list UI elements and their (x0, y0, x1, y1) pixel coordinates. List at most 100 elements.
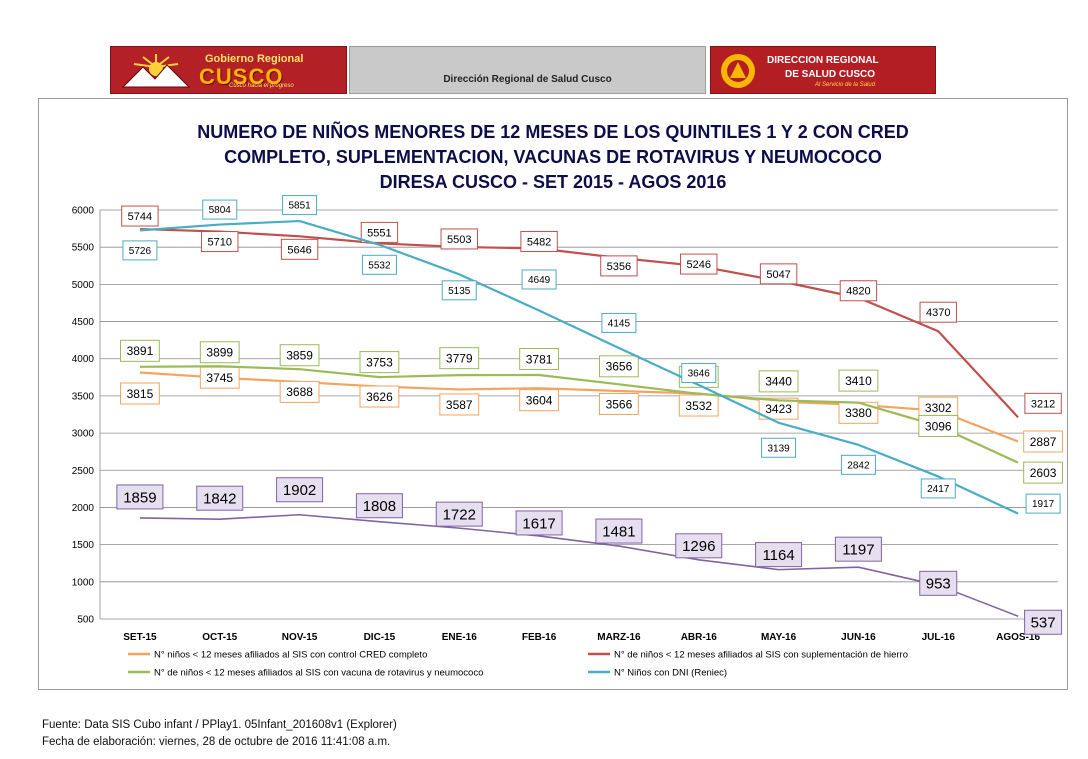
data-label: 3899 (206, 346, 233, 360)
data-label-box (595, 518, 643, 544)
data-label: 3212 (1031, 398, 1055, 410)
data-label: 1164 (762, 547, 794, 564)
data-label-box (759, 263, 798, 285)
y-tick-label: 5000 (72, 280, 95, 291)
data-label-box (678, 394, 719, 417)
y-tick-label: 3000 (72, 429, 95, 440)
data-label: 3779 (446, 351, 473, 365)
creation-date-note: Fecha de elaboración: viernes, 28 de oct… (42, 736, 391, 748)
data-label-box (919, 301, 957, 323)
data-label-box (918, 414, 959, 437)
data-label: 3096 (925, 419, 952, 433)
data-label: 5551 (367, 227, 391, 239)
x-tick-label: AGOS-16 (996, 632, 1040, 643)
y-tick-label: 2500 (72, 466, 95, 477)
y-tick-label: 1500 (72, 540, 95, 551)
series-line-1 (139, 371, 1019, 443)
legend-entry-label: N° niños < 12 meses afiliados al SIS con… (154, 650, 427, 661)
data-label-box (761, 437, 797, 458)
y-tick-label: 1000 (72, 577, 95, 588)
y-tick-label: 4000 (72, 354, 95, 365)
data-label-box (120, 339, 160, 362)
x-tick-label: DIC-15 (364, 632, 396, 643)
data-label-box (519, 348, 559, 371)
data-label-box (600, 255, 638, 277)
y-tick-label: 4500 (72, 317, 95, 328)
data-label: 3781 (526, 352, 553, 366)
data-label: 1842 (203, 491, 236, 508)
data-label-box (279, 344, 320, 367)
legend-entry-label: N° Niños con DNI (Reniec) (614, 668, 727, 679)
data-label: 5047 (766, 269, 790, 281)
data-label-box (116, 484, 164, 510)
logo-left-line3: Cusco hacia el progreso (229, 83, 294, 89)
data-label-box (359, 385, 400, 408)
data-label-box (519, 389, 559, 412)
chart-title-line-1: NUMERO DE NIÑOS MENORES DE 12 MESES DE L… (197, 122, 909, 142)
footer: Fuente: Data SIS Cubo infant / PPlay1. 0… (42, 717, 397, 751)
data-label-box (439, 347, 480, 370)
data-label: 1808 (363, 498, 396, 515)
data-label: 2887 (1030, 435, 1057, 449)
data-label: 3566 (606, 397, 633, 411)
data-label: 2603 (1030, 466, 1057, 480)
data-label: 3139 (767, 443, 790, 454)
logo-right-line2: DE SALUD CUSCO (785, 69, 876, 80)
x-tick-label: MAY-16 (761, 632, 797, 643)
data-label: 953 (926, 576, 951, 593)
data-label: 5532 (368, 260, 391, 271)
data-label: 5482 (527, 236, 551, 248)
data-label: 5726 (129, 246, 152, 257)
y-tick-label: 6000 (72, 206, 95, 217)
data-label: 1617 (522, 515, 555, 532)
x-tick-label: SET-15 (123, 632, 157, 643)
data-label: 3380 (845, 406, 872, 420)
data-label: 5135 (448, 286, 471, 297)
data-label: 5246 (687, 259, 711, 271)
data-label: 5804 (209, 205, 232, 216)
data-label: 1859 (123, 489, 156, 506)
data-label-box (758, 397, 799, 420)
data-label-box (599, 355, 639, 378)
data-label-box (838, 369, 879, 392)
logo-right-line1: DIRECCION REGIONAL (767, 55, 879, 66)
data-label: 3604 (526, 393, 553, 407)
y-tick-label: 500 (77, 615, 94, 626)
x-tick-label: NOV-15 (282, 632, 318, 643)
data-label-box (120, 382, 160, 405)
series-line-5 (139, 513, 1019, 617)
data-label: 2842 (847, 460, 870, 471)
data-label-box (199, 341, 240, 364)
data-label: 3859 (286, 349, 313, 363)
data-label: 5710 (208, 237, 232, 249)
data-label-box (1024, 609, 1063, 635)
y-tick-label: 3500 (72, 391, 95, 402)
data-label-box (201, 231, 239, 253)
data-label: 5744 (128, 211, 152, 223)
data-label: 3440 (765, 375, 792, 389)
data-label-box (1025, 493, 1061, 514)
data-label-box (355, 493, 403, 519)
data-label-box (280, 238, 319, 260)
gobierno-regional-logo: Gobierno Regional CUSCO Cusco hacia el p… (110, 46, 347, 94)
data-label-box (360, 221, 399, 243)
x-tick-label: ENE-16 (442, 632, 477, 643)
data-label: 3410 (845, 374, 872, 388)
data-label-box (1024, 392, 1062, 414)
x-tick-label: MARZ-16 (597, 632, 641, 643)
data-label: 5503 (447, 234, 471, 246)
data-label: 1197 (842, 542, 874, 559)
series-line-2 (139, 227, 1019, 419)
data-label: 1902 (283, 482, 316, 499)
logo-right-line3: Al Servicio de la Salud (815, 82, 876, 88)
data-label: 3302 (925, 401, 952, 415)
data-label-box (521, 269, 557, 290)
y-tick-label: 5500 (72, 243, 95, 254)
health-emblem-icon (721, 54, 755, 88)
data-label: 3532 (685, 399, 712, 413)
data-label-box (1023, 461, 1063, 484)
data-label: 3815 (127, 387, 154, 401)
data-label-box (279, 380, 320, 403)
data-label-box (680, 253, 718, 275)
data-label-box (361, 254, 397, 275)
